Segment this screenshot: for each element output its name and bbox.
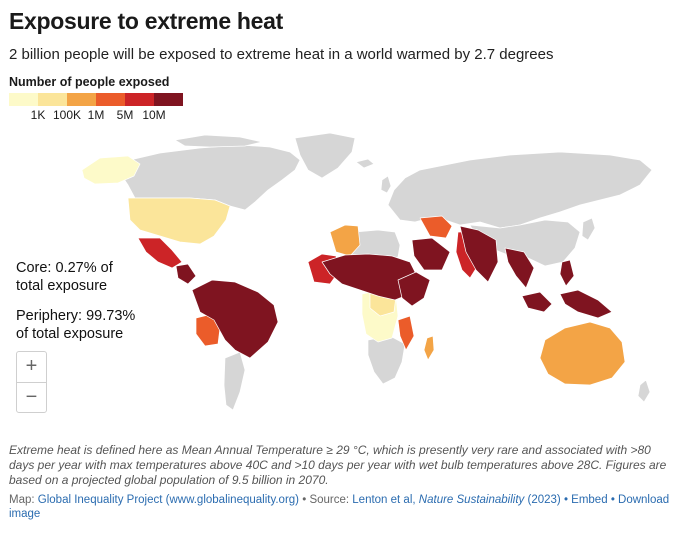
definition-note: Extreme heat is defined here as Mean Ann… bbox=[9, 443, 667, 487]
periphery-annotation: Periphery: 99.73% of total exposure bbox=[16, 307, 135, 343]
legend-swatch-2 bbox=[38, 93, 67, 106]
region-madagascar bbox=[423, 335, 435, 361]
source-authors[interactable]: Lenton et al, bbox=[352, 494, 416, 506]
zoom-in-button[interactable]: + bbox=[17, 352, 46, 383]
region-europe-russia bbox=[387, 151, 653, 229]
embed-link[interactable]: • Embed bbox=[563, 494, 608, 506]
region-brazil-amazonia bbox=[191, 279, 279, 359]
zoom-control: + − bbox=[16, 351, 47, 413]
source-journal[interactable]: Nature Sustainability bbox=[418, 494, 525, 506]
legend-title: Number of people exposed bbox=[9, 75, 170, 89]
source-year[interactable]: (2023) bbox=[527, 494, 561, 506]
region-pakistan-india-north bbox=[459, 225, 499, 283]
legend-swatch-6 bbox=[154, 93, 183, 106]
region-mexico bbox=[137, 237, 183, 269]
legend-tick: 10M bbox=[142, 108, 166, 122]
legend-swatch-4 bbox=[96, 93, 125, 106]
region-mozambique bbox=[397, 315, 415, 351]
region-uk bbox=[380, 175, 392, 194]
map-credit-label: Map: bbox=[9, 494, 35, 506]
legend-swatch-5 bbox=[125, 93, 154, 106]
legend-tick: 100K bbox=[52, 108, 82, 122]
region-greenland bbox=[294, 132, 356, 179]
periphery-line-1: Periphery: 99.73% bbox=[16, 308, 136, 324]
source-label: • Source: bbox=[302, 494, 350, 506]
map-credit-link[interactable]: Global Inequality Project (www.globaline… bbox=[37, 494, 300, 506]
legend-swatch-3 bbox=[67, 93, 96, 106]
core-line-1: Core: 0.27% of bbox=[16, 260, 113, 276]
core-line-2: total exposure bbox=[16, 278, 108, 294]
footer: Map: Global Inequality Project (www.glob… bbox=[9, 493, 674, 521]
region-new-zealand bbox=[637, 379, 651, 403]
core-annotation: Core: 0.27% of total exposure bbox=[16, 259, 113, 295]
world-map[interactable] bbox=[0, 128, 680, 440]
download-image-link[interactable]: • Download image bbox=[9, 494, 670, 520]
region-southern-africa bbox=[367, 335, 406, 385]
legend-swatch-1 bbox=[9, 93, 38, 106]
region-southeast-asia bbox=[504, 247, 535, 289]
map-title: Exposure to extreme heat bbox=[9, 8, 284, 34]
region-japan bbox=[581, 217, 596, 241]
region-arabian-peninsula bbox=[411, 237, 451, 271]
region-indonesia-east bbox=[559, 289, 613, 319]
region-iceland bbox=[355, 158, 375, 169]
region-alaska bbox=[81, 155, 141, 185]
region-caribbean-central bbox=[175, 263, 197, 285]
legend-tick: 5M bbox=[116, 108, 134, 122]
region-southern-cone bbox=[223, 351, 246, 411]
region-australia bbox=[539, 321, 626, 386]
source-link[interactable]: Lenton et al, Nature Sustainability (202… bbox=[352, 494, 560, 506]
periphery-line-2: of total exposure bbox=[16, 326, 124, 342]
region-algeria-sahara bbox=[329, 224, 361, 257]
region-indonesia-west bbox=[521, 291, 553, 313]
region-east-africa bbox=[397, 271, 431, 307]
color-legend: 1K 100K 1M 5M 10M bbox=[9, 93, 183, 122]
legend-tick: 1M bbox=[87, 108, 105, 122]
region-arctic-islands bbox=[174, 134, 263, 148]
legend-tick: 1K bbox=[30, 108, 46, 122]
region-iran-arabia-north bbox=[419, 215, 453, 239]
zoom-out-button[interactable]: − bbox=[25, 386, 38, 408]
region-philippines bbox=[559, 259, 575, 287]
region-usa bbox=[127, 197, 231, 245]
map-subtitle: 2 billion people will be exposed to extr… bbox=[9, 46, 554, 63]
